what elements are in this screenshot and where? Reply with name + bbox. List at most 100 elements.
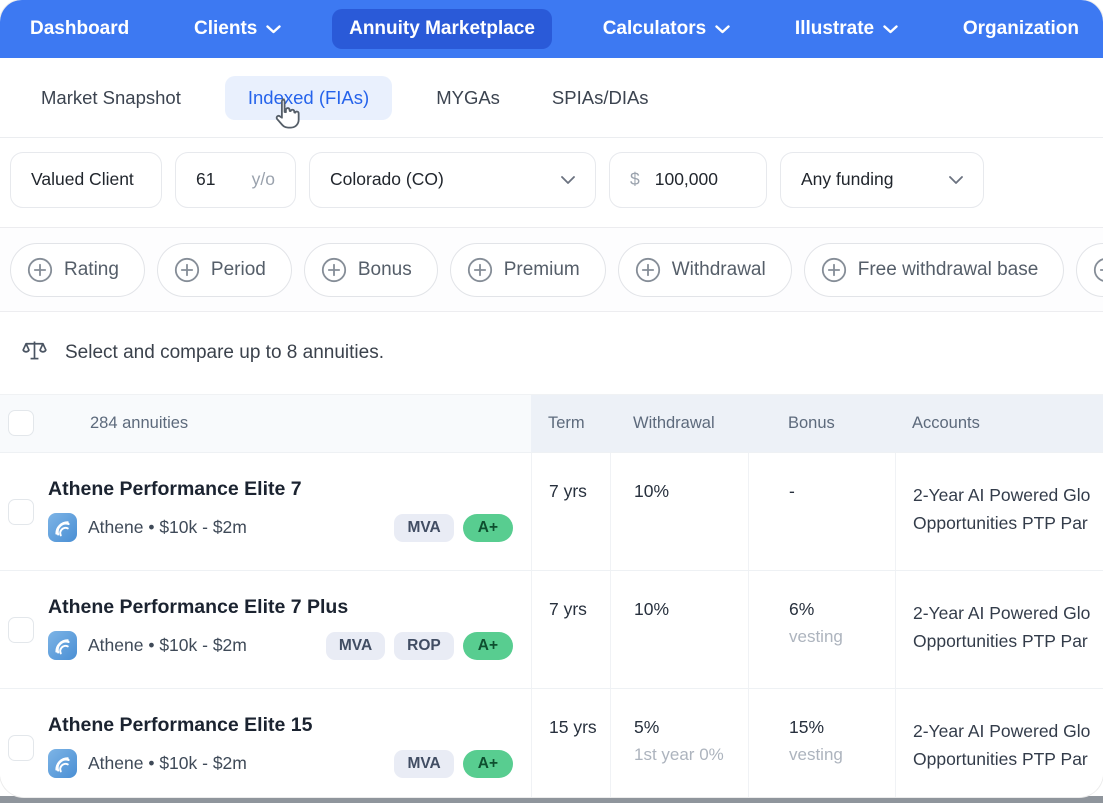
plus-circle-icon	[321, 257, 346, 282]
rating-badge: A+	[462, 631, 513, 660]
column-header-bonus[interactable]: Bonus	[748, 395, 895, 452]
column-header-term[interactable]: Term	[531, 395, 610, 452]
premium-amount-field[interactable]: $ 100,000	[609, 151, 767, 208]
pill-label: Rating	[64, 258, 119, 280]
compare-banner: Select and compare up to 8 annuities.	[0, 312, 1103, 395]
pill-label: Bonus	[357, 258, 412, 280]
nav-label: Dashboard	[30, 18, 130, 39]
add-withdrawal-filter-pill[interactable]: Withdrawal	[617, 242, 792, 297]
state-select[interactable]: Colorado (CO)	[309, 151, 596, 208]
table-row[interactable]: Athene Performance Elite 15 Athene • $10…	[0, 688, 1103, 797]
add-premium-filter-pill[interactable]: Premium	[449, 242, 606, 297]
withdrawal-value: 5%	[634, 717, 660, 737]
tab-spias-dias[interactable]: SPIAs/DIAs	[551, 86, 649, 108]
row-checkbox[interactable]	[8, 735, 34, 761]
nav-label: Annuity Marketplace	[349, 18, 535, 39]
add-filter-pillbar: Rating Period Bonus Premium Withdrawal F…	[0, 228, 1103, 312]
nav-item-illustrate[interactable]: Illustrate	[781, 10, 912, 48]
accounts-text: Opportunities PTP Par	[913, 749, 1088, 769]
bonus-note: vesting	[789, 627, 843, 646]
select-all-checkbox[interactable]	[8, 410, 34, 436]
scales-icon	[21, 337, 48, 369]
plus-circle-icon	[635, 257, 660, 282]
annuity-count: 284 annuities	[90, 414, 189, 432]
provider-and-range: Athene • $10k - $2m	[88, 753, 247, 773]
plus-circle-icon	[467, 257, 492, 282]
nav-item-dashboard[interactable]: Dashboard	[16, 10, 143, 48]
state-value: Colorado (CO)	[330, 169, 444, 189]
athene-logo	[48, 631, 77, 660]
rating-badge: A+	[462, 513, 513, 542]
pill-label: Premium	[503, 258, 580, 280]
withdrawal-note: 1st year 0%	[634, 745, 724, 764]
pill-label: Period	[210, 258, 266, 280]
annuity-name: Athene Performance Elite 7	[48, 478, 302, 500]
provider-and-range: Athene • $10k - $2m	[88, 635, 247, 655]
nav-label: Illustrate	[794, 18, 875, 39]
age-unit-label: y/o	[251, 169, 275, 189]
bonus-value: 6%	[789, 599, 815, 619]
accounts-text: 2-Year AI Powered Glo	[913, 721, 1091, 741]
age-field[interactable]: 61 y/o	[175, 151, 296, 208]
add-rating-filter-pill[interactable]: Rating	[10, 242, 145, 297]
screen-bottom-edge	[0, 796, 1103, 803]
tab-mygas[interactable]: MYGAs	[436, 86, 500, 108]
rating-badge: A+	[462, 749, 513, 778]
withdrawal-value: 10%	[634, 481, 670, 501]
feature-badge: ROP	[394, 631, 454, 660]
age-value: 61	[196, 169, 216, 189]
plus-circle-icon	[27, 257, 53, 282]
chevron-down-icon	[561, 169, 575, 190]
bonus-value: 15%	[789, 717, 825, 737]
chevron-down-icon	[949, 169, 963, 190]
tab-market-snapshot[interactable]: Market Snapshot	[41, 86, 181, 108]
annuity-name: Athene Performance Elite 15	[48, 714, 313, 736]
plus-circle-icon	[174, 257, 200, 282]
term-value: 7 yrs	[549, 599, 587, 619]
pill-label: Free withdrawal base	[857, 258, 1039, 280]
client-name-field[interactable]: Valued Client	[10, 151, 162, 208]
filter-bar: Valued Client 61 y/o Colorado (CO) $ 100…	[0, 138, 1103, 228]
nav-label: Calculators	[602, 18, 707, 39]
accounts-text: Opportunities PTP Par	[913, 513, 1088, 533]
amount-value: 100,000	[654, 169, 718, 189]
compare-instruction: Select and compare up to 8 annuities.	[65, 342, 384, 363]
nav-item-organization[interactable]: Organization	[949, 10, 1093, 48]
funding-value: Any funding	[801, 169, 894, 189]
client-name-value: Valued Client	[31, 169, 134, 189]
add-filter-pill-partial[interactable]	[1076, 242, 1103, 297]
nav-label: Organization	[962, 18, 1079, 39]
nav-item-annuity-marketplace[interactable]: Annuity Marketplace	[332, 9, 552, 49]
table-row[interactable]: Athene Performance Elite 7 Plus Athene •…	[0, 570, 1103, 688]
annuity-table-header: 284 annuities Term Withdrawal Bonus Acco…	[0, 395, 1103, 452]
column-header-withdrawal[interactable]: Withdrawal	[610, 395, 748, 452]
nav-item-calculators[interactable]: Calculators	[589, 10, 744, 48]
term-value: 7 yrs	[549, 481, 587, 501]
chevron-down-icon	[715, 24, 730, 34]
athene-logo	[48, 749, 77, 778]
tab-indexed-fias[interactable]: Indexed (FIAs)	[224, 75, 393, 120]
chevron-down-icon	[266, 24, 282, 34]
accounts-text: 2-Year AI Powered Glo	[913, 485, 1091, 505]
row-checkbox[interactable]	[8, 499, 34, 525]
add-bonus-filter-pill[interactable]: Bonus	[303, 242, 438, 297]
feature-badge: MVA	[394, 513, 454, 542]
funding-select[interactable]: Any funding	[780, 151, 984, 208]
add-period-filter-pill[interactable]: Period	[156, 242, 292, 297]
nav-label: Clients	[194, 18, 258, 39]
top-nav: Dashboard Clients Annuity Marketplace Ca…	[0, 0, 1103, 58]
add-free-withdrawal-base-filter-pill[interactable]: Free withdrawal base	[803, 242, 1065, 297]
table-row[interactable]: Athene Performance Elite 7 Athene • $10k…	[0, 452, 1103, 570]
currency-symbol: $	[630, 169, 640, 189]
annuity-name: Athene Performance Elite 7 Plus	[48, 596, 349, 618]
nav-item-clients[interactable]: Clients	[180, 10, 295, 48]
row-checkbox[interactable]	[8, 617, 34, 643]
provider-and-range: Athene • $10k - $2m	[88, 517, 247, 537]
withdrawal-value: 10%	[634, 599, 670, 619]
marketplace-tabs: Market Snapshot Indexed (FIAs) MYGAs SPI…	[0, 58, 1103, 138]
column-header-accounts[interactable]: Accounts	[895, 395, 1103, 452]
plus-circle-icon	[821, 257, 846, 282]
athene-logo	[48, 513, 77, 542]
term-value: 15 yrs	[549, 717, 597, 737]
